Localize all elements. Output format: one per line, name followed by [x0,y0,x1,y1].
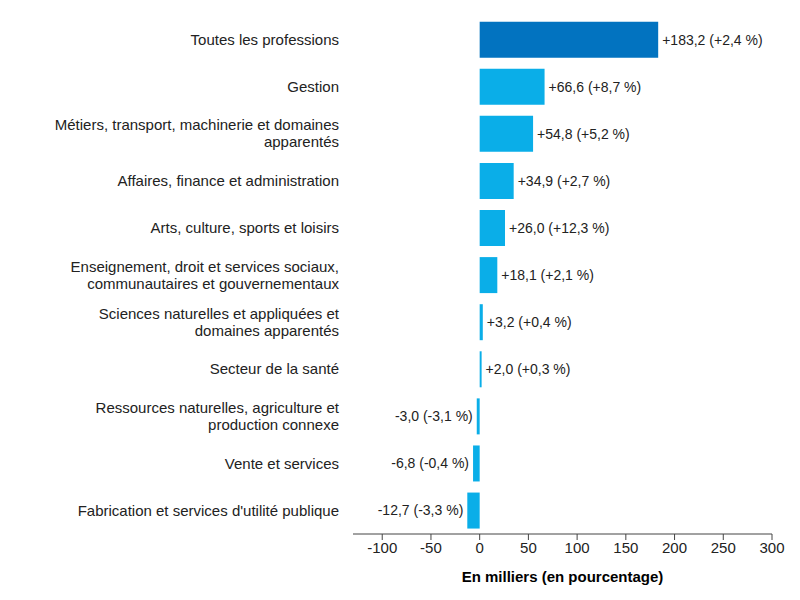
svg-text:Affaires, finance et administr: Affaires, finance et administration [117,172,339,189]
svg-text:Arts, culture, sports et loisi: Arts, culture, sports et loisirs [151,219,339,236]
svg-text:-6,8 (-0,4 %): -6,8 (-0,4 %) [391,455,469,471]
svg-text:+66,6 (+8,7 %): +66,6 (+8,7 %) [549,79,642,95]
svg-text:100: 100 [565,539,590,556]
svg-text:+18,1 (+2,1 %): +18,1 (+2,1 %) [501,267,594,283]
svg-text:Ressources naturelles, agricul: Ressources naturelles, agriculture etpro… [96,399,340,433]
svg-text:50: 50 [520,539,537,556]
svg-text:Métiers, transport, machinerie: Métiers, transport, machinerie et domain… [55,116,339,150]
svg-text:+3,2 (+0,4 %): +3,2 (+0,4 %) [487,314,572,330]
svg-text:+2,0 (+0,3 %): +2,0 (+0,3 %) [486,361,571,377]
svg-text:300: 300 [759,539,784,556]
svg-text:-100: -100 [367,539,397,556]
svg-text:+34,9 (+2,7 %): +34,9 (+2,7 %) [518,173,611,189]
svg-text:-3,0 (-3,1 %): -3,0 (-3,1 %) [395,408,473,424]
svg-text:150: 150 [613,539,638,556]
svg-text:Sciences naturelles et appliqu: Sciences naturelles et appliquées etdoma… [99,305,340,339]
svg-text:-50: -50 [420,539,442,556]
svg-text:+183,2 (+2,4 %): +183,2 (+2,4 %) [662,32,762,48]
svg-text:200: 200 [662,539,687,556]
svg-text:Fabrication et services d'util: Fabrication et services d'utilité publiq… [78,502,339,519]
svg-text:0: 0 [476,539,484,556]
svg-text:Vente et services: Vente et services [225,455,339,472]
svg-text:250: 250 [711,539,736,556]
svg-text:-12,7 (-3,3 %): -12,7 (-3,3 %) [378,502,464,518]
svg-text:Gestion: Gestion [287,78,339,95]
svg-text:Toutes les professions: Toutes les professions [191,31,339,48]
svg-text:+54,8 (+5,2 %): +54,8 (+5,2 %) [537,126,630,142]
svg-text:Enseignement, droit et service: Enseignement, droit et services sociaux,… [71,258,340,292]
svg-text:Secteur de la santé: Secteur de la santé [210,360,339,377]
svg-text:En milliers (en pourcentage): En milliers (en pourcentage) [462,568,664,585]
svg-text:+26,0 (+12,3 %): +26,0 (+12,3 %) [509,220,609,236]
